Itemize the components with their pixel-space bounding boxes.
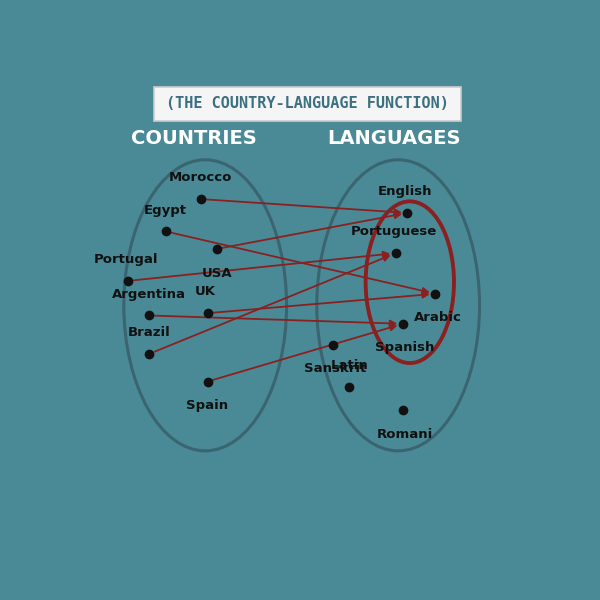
- Text: Spanish: Spanish: [376, 341, 435, 355]
- Text: Sanskrit: Sanskrit: [304, 362, 367, 375]
- Text: Arabic: Arabic: [414, 311, 461, 325]
- Text: Latin: Latin: [331, 359, 368, 372]
- Text: Egypt: Egypt: [144, 203, 187, 217]
- Text: LANGUAGES: LANGUAGES: [327, 130, 460, 148]
- FancyBboxPatch shape: [154, 87, 461, 121]
- Text: (THE COUNTRY-LANGUAGE FUNCTION): (THE COUNTRY-LANGUAGE FUNCTION): [166, 96, 449, 111]
- Text: COUNTRIES: COUNTRIES: [131, 130, 256, 148]
- Text: Argentina: Argentina: [112, 287, 187, 301]
- Text: English: English: [378, 185, 433, 198]
- Text: Portugal: Portugal: [94, 253, 158, 266]
- Text: Romani: Romani: [377, 428, 433, 441]
- Text: Portuguese: Portuguese: [350, 226, 437, 238]
- Text: Spain: Spain: [187, 399, 229, 412]
- Text: Brazil: Brazil: [128, 326, 171, 339]
- Text: USA: USA: [202, 266, 232, 280]
- Text: Morocco: Morocco: [169, 171, 232, 184]
- Text: UK: UK: [194, 286, 216, 298]
